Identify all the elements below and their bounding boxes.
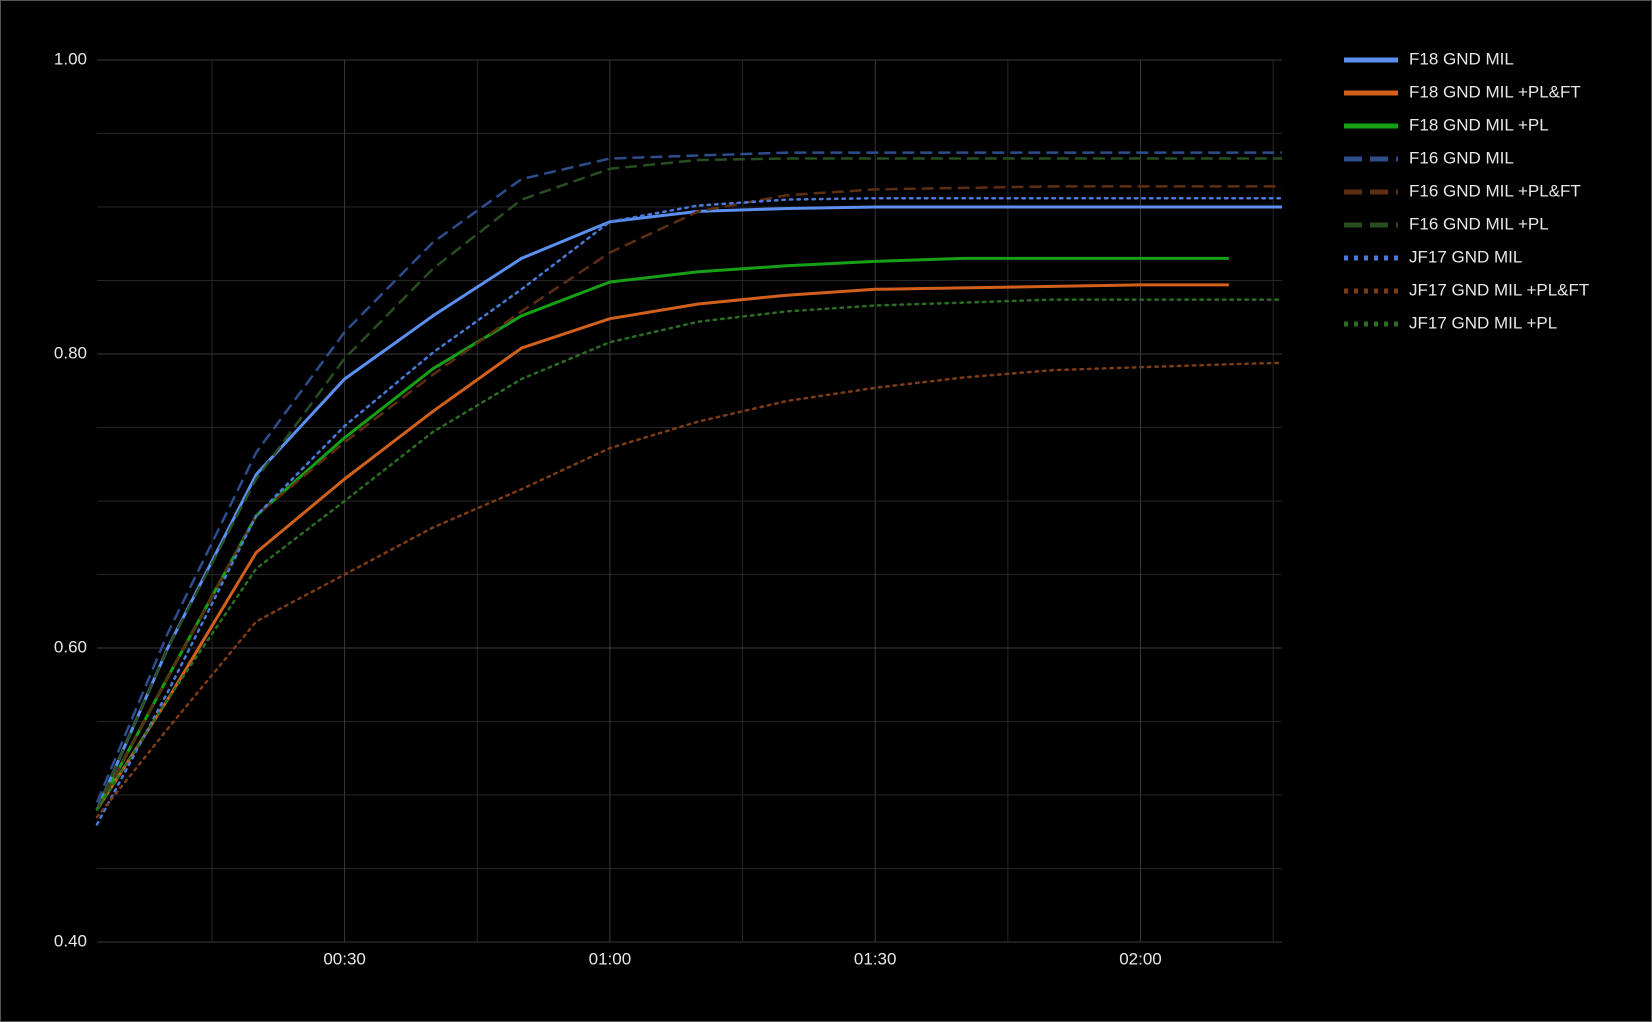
x-tick-label: 02:00 [1119, 949, 1162, 968]
y-tick-label: 0.80 [54, 343, 87, 362]
y-tick-label: 0.60 [54, 637, 87, 656]
series-line [95, 361, 1284, 819]
legend-label: F16 GND MIL +PL&FT [1409, 181, 1581, 200]
legend-label: JF17 GND MIL +PL&FT [1409, 280, 1589, 299]
x-tick-label: 01:30 [854, 949, 897, 968]
legend-label: JF17 GND MIL [1409, 247, 1522, 266]
legend-label: F18 GND MIL +PL [1409, 115, 1549, 134]
legend-label: F16 GND MIL +PL [1409, 214, 1549, 233]
series-line [95, 283, 1229, 811]
series-line [95, 185, 1282, 811]
series-line [95, 196, 1284, 826]
y-tick-label: 0.40 [54, 931, 87, 950]
legend-label: JF17 GND MIL +PL [1409, 313, 1557, 332]
legend-label: F18 GND MIL [1409, 49, 1514, 68]
legend-label: F16 GND MIL [1409, 148, 1514, 167]
y-tick-label: 1.00 [54, 49, 87, 68]
x-tick-label: 01:00 [589, 949, 632, 968]
series-line [95, 151, 1282, 803]
series-line [95, 157, 1282, 811]
x-tick-label: 00:30 [323, 949, 366, 968]
legend-label: F18 GND MIL +PL&FT [1409, 82, 1581, 101]
series-line [95, 298, 1284, 811]
